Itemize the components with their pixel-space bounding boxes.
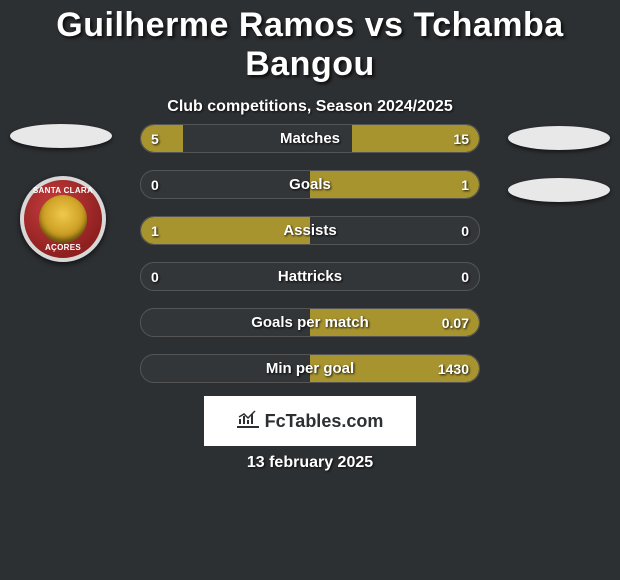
stat-row: 0Goals1 [140, 170, 480, 199]
brand-logo-box: FcTables.com [204, 396, 416, 446]
value-right: 15 [453, 125, 469, 153]
stat-row: Min per goal1430 [140, 354, 480, 383]
stat-label: Hattricks [141, 263, 479, 291]
chart-icon [237, 410, 259, 433]
stat-label: Assists [141, 217, 479, 245]
stat-row: 5Matches15 [140, 124, 480, 153]
stat-label: Goals per match [141, 309, 479, 337]
brand-name: FcTables.com [265, 411, 384, 432]
club-badge-top-text: SANTA CLARA [24, 186, 102, 195]
stat-label: Min per goal [141, 355, 479, 383]
value-right: 0 [461, 263, 469, 291]
page-title: Guilherme Ramos vs Tchamba Bangou [0, 0, 620, 84]
stat-label: Goals [141, 171, 479, 199]
stat-row: Goals per match0.07 [140, 308, 480, 337]
club-badge: SANTA CLARA AÇORES [20, 176, 106, 262]
player-right-oval-1 [508, 126, 610, 150]
stats-chart: 5Matches150Goals11Assists00Hattricks0Goa… [140, 124, 480, 400]
date-text: 13 february 2025 [0, 454, 620, 472]
stat-row: 0Hattricks0 [140, 262, 480, 291]
value-right: 1 [461, 171, 469, 199]
value-right: 0.07 [442, 309, 469, 337]
player-left-oval [10, 124, 112, 148]
club-badge-bottom-text: AÇORES [24, 243, 102, 252]
stat-label: Matches [141, 125, 479, 153]
stat-row: 1Assists0 [140, 216, 480, 245]
value-right: 1430 [438, 355, 469, 383]
player-right-oval-2 [508, 178, 610, 202]
value-right: 0 [461, 217, 469, 245]
subtitle: Club competitions, Season 2024/2025 [0, 98, 620, 116]
eagle-icon [39, 195, 87, 243]
